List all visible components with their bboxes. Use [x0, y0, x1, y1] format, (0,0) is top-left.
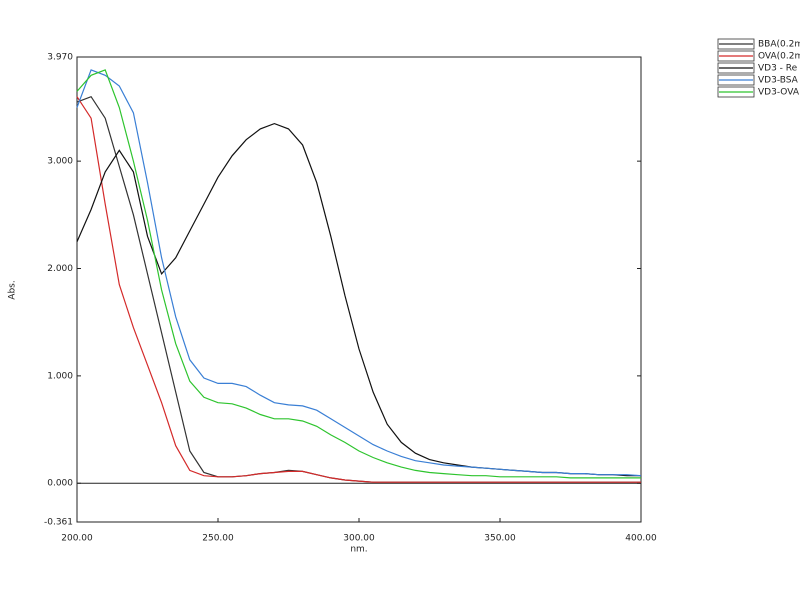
x-tick-label: 200.00	[61, 534, 93, 544]
legend-label: BBA(0.2m	[758, 40, 800, 50]
legend-label: OVA(0.2m	[758, 52, 800, 62]
series-line	[76, 69, 641, 479]
series-line	[76, 96, 641, 483]
legend-swatch	[717, 62, 755, 74]
x-tick-label: 300.00	[343, 534, 375, 544]
x-tick-label: 350.00	[484, 534, 516, 544]
legend-swatch	[717, 86, 755, 98]
series-line	[76, 122, 641, 477]
y-tick-label: 3.000	[47, 157, 73, 167]
legend-swatch	[717, 38, 755, 50]
legend-swatch	[717, 74, 755, 86]
y-tick-label: 3.970	[47, 53, 73, 63]
legend-label: VD3-OVA	[758, 88, 800, 98]
legend-label: VD3-BSA	[758, 76, 799, 86]
y-tick-label: 1.000	[47, 371, 73, 381]
y-tick-label: -0.361	[44, 518, 73, 528]
x-tick-label: 400.00	[625, 534, 657, 544]
x-axis-label: nm.	[350, 545, 367, 555]
x-tick-label: 250.00	[202, 534, 234, 544]
y-tick-label: 2.000	[47, 264, 73, 274]
legend-label: VD3 - Re	[758, 64, 798, 74]
y-tick-label: 0.000	[47, 479, 73, 489]
legend-swatch	[717, 50, 755, 62]
series-line	[76, 69, 642, 477]
y-axis-label: Abs.	[8, 280, 18, 299]
